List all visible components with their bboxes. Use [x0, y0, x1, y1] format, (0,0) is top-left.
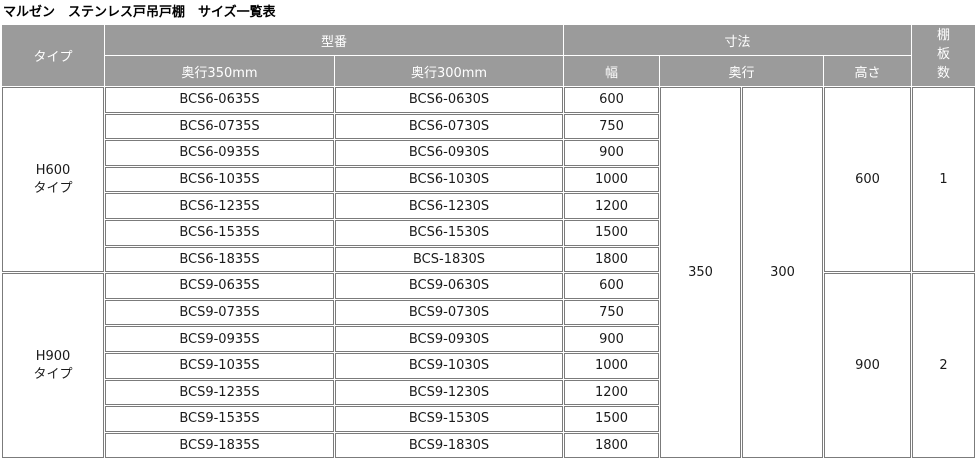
header-row-groups: タイプ 型番 寸法 棚板数 [2, 25, 976, 86]
model-350-link[interactable]: BCS6-1835S [105, 246, 334, 273]
width-cell: 750 [564, 113, 660, 140]
shelf-count-cell-h600: 1 [912, 87, 976, 273]
model-300-link[interactable]: BCS9-1830S [335, 432, 564, 459]
col-header-model-depth300: 奥行300mm [335, 56, 564, 86]
width-cell: 1000 [564, 166, 660, 193]
model-350-link[interactable]: BCS9-1035S [105, 352, 334, 379]
model-300-link[interactable]: BCS9-1530S [335, 406, 564, 432]
model-350-link[interactable]: BCS9-0735S [105, 299, 334, 326]
model-350-link[interactable]: BCS9-0935S [105, 326, 334, 352]
model-350-link[interactable]: BCS9-1835S [105, 432, 334, 459]
model-350-link[interactable]: BCS6-0935S [105, 140, 334, 166]
width-cell: 1500 [564, 406, 660, 432]
model-300-link[interactable]: BCS6-1230S [335, 193, 564, 219]
type-cell-h600: H600 タイプ [2, 87, 104, 273]
table-row: BCS6-1535S BCS6-1530S 1500 [2, 219, 975, 246]
width-cell: 900 [564, 140, 660, 166]
type-suffix: タイプ [33, 180, 73, 196]
depth-350-cell: 350 [660, 87, 742, 459]
model-300-link[interactable]: BCS6-0630S [335, 87, 564, 113]
model-350-link[interactable]: BCS9-1535S [105, 406, 334, 432]
col-header-model-depth350: 奥行350mm [105, 56, 334, 86]
table-row: BCS9-1035S BCS9-1030S 1000 [2, 352, 975, 379]
col-header-type: タイプ [2, 25, 104, 86]
type-name: H900 [35, 349, 71, 365]
depth-300-cell: 300 [742, 87, 824, 459]
model-300-link[interactable]: BCS6-0730S [335, 113, 564, 140]
width-cell: 600 [564, 87, 660, 113]
width-cell: 750 [564, 299, 660, 326]
width-cell: 1500 [564, 219, 660, 246]
width-cell: 1800 [564, 246, 660, 273]
model-350-link[interactable]: BCS9-1235S [105, 379, 334, 406]
model-300-link[interactable]: BCS6-0930S [335, 140, 564, 166]
height-cell-h600: 600 [824, 87, 912, 273]
type-name: H600 [35, 163, 71, 179]
table-row: BCS9-1835S BCS9-1830S 1800 [2, 432, 975, 459]
shelf-count-cell-h900: 2 [912, 273, 976, 459]
type-suffix: タイプ [33, 366, 73, 382]
table-header: タイプ 型番 寸法 棚板数 奥行350mm 奥行300mm 幅 奥行 高さ [2, 25, 976, 86]
width-cell: 900 [564, 326, 660, 352]
model-300-link[interactable]: BCS9-0930S [335, 326, 564, 352]
table-row: BCS6-1235S BCS6-1230S 1200 [2, 193, 975, 219]
model-300-link[interactable]: BCS9-0730S [335, 299, 564, 326]
model-300-link[interactable]: BCS-1830S [335, 246, 564, 273]
model-350-link[interactable]: BCS6-1035S [105, 166, 334, 193]
width-cell: 1200 [564, 379, 660, 406]
model-300-link[interactable]: BCS9-1030S [335, 352, 564, 379]
table-row: BCS6-0935S BCS6-0930S 900 [2, 140, 975, 166]
model-300-link[interactable]: BCS9-0630S [335, 273, 564, 299]
page-title: マルゼン ステンレス戸吊戸棚 サイズ一覧表 [3, 5, 276, 20]
col-header-model-group: 型番 [105, 25, 564, 55]
table-body: H600 タイプ BCS6-0635S BCS6-0630S 600 350 3… [2, 87, 976, 459]
col-header-dimensions-group: 寸法 [564, 25, 912, 55]
model-300-link[interactable]: BCS6-1530S [335, 219, 564, 246]
model-350-link[interactable]: BCS6-0735S [105, 113, 334, 140]
header-row-subcolumns: 奥行350mm 奥行300mm 幅 奥行 高さ [2, 56, 975, 86]
shelf-count-vertical-label: 棚板数 [937, 28, 951, 81]
model-350-link[interactable]: BCS9-0635S [105, 273, 334, 299]
model-350-link[interactable]: BCS6-1235S [105, 193, 334, 219]
model-300-link[interactable]: BCS9-1230S [335, 379, 564, 406]
model-300-link[interactable]: BCS6-1030S [335, 166, 564, 193]
table-row: H900 タイプ BCS9-0635S BCS9-0630S 600 900 2 [2, 273, 976, 459]
table-row: BCS9-1235S BCS9-1230S 1200 [2, 379, 975, 406]
width-cell: 600 [564, 273, 660, 299]
col-header-width: 幅 [564, 56, 660, 86]
col-header-height: 高さ [824, 56, 912, 86]
width-cell: 1200 [564, 193, 660, 219]
table-row: BCS6-1035S BCS6-1030S 1000 [2, 166, 975, 193]
table-row: BCS6-0735S BCS6-0730S 750 [2, 113, 975, 140]
width-cell: 1000 [564, 352, 660, 379]
table-row: H600 タイプ BCS6-0635S BCS6-0630S 600 350 3… [2, 87, 976, 459]
model-350-link[interactable]: BCS6-1535S [105, 219, 334, 246]
table-row: BCS6-1835S BCS-1830S 1800 [2, 246, 975, 273]
table-row: BCS9-1535S BCS9-1530S 1500 [2, 406, 975, 432]
table-row: BCS9-0735S BCS9-0730S 750 [2, 299, 975, 326]
col-header-shelf-count: 棚板数 [912, 25, 976, 86]
table-row: BCS9-0935S BCS9-0930S 900 [2, 326, 975, 352]
type-cell-h900: H900 タイプ [2, 273, 104, 459]
width-cell: 1800 [564, 432, 660, 459]
size-table: タイプ 型番 寸法 棚板数 奥行350mm 奥行300mm 幅 奥行 高さ H6… [1, 24, 977, 459]
model-350-link[interactable]: BCS6-0635S [105, 87, 334, 113]
height-cell-h900: 900 [824, 273, 912, 459]
col-header-depth: 奥行 [660, 56, 824, 86]
